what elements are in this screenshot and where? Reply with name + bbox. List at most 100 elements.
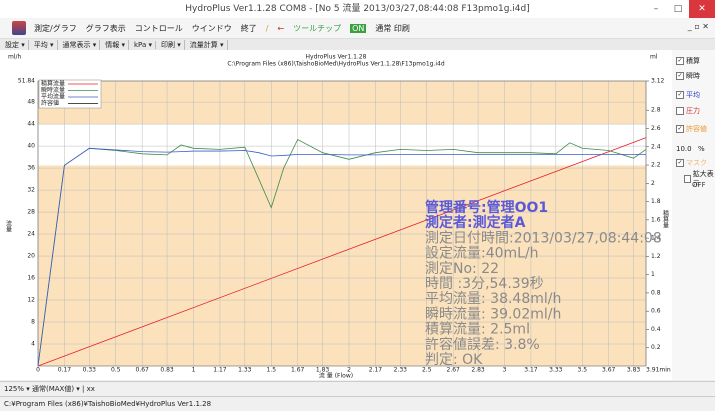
series-line bbox=[37, 138, 647, 367]
menu-bar: 測定/グラフ グラフ表示 コントロール ウインドウ 終了 / ← ツールチップ ON 通常 印刷 bbox=[0, 18, 715, 39]
side-label: 拡大表示 bbox=[692, 170, 714, 188]
y2-tick-label: 1.4 bbox=[651, 235, 661, 242]
close[interactable]: ✕ bbox=[689, 0, 715, 18]
checkbox[interactable] bbox=[676, 107, 684, 115]
y-unit: ml/h bbox=[8, 54, 22, 61]
x-tick-label: 0.5 bbox=[111, 367, 121, 374]
side-item: 10.0 bbox=[676, 145, 692, 153]
status-extra: xx bbox=[86, 385, 95, 393]
legend-label: 許容値 bbox=[41, 99, 59, 107]
x-tick-label: 2.67 bbox=[447, 367, 461, 374]
side-item[interactable]: 拡大表示 bbox=[684, 169, 715, 189]
chart: HydroPlus Ver1.1.28C:\Program Files (x86… bbox=[0, 50, 672, 380]
chart-title: HydroPlus Ver1.1.28 bbox=[306, 54, 367, 61]
side-item[interactable]: ✓ マスク bbox=[676, 158, 707, 168]
menu-item[interactable]: 測定/グラフ bbox=[34, 23, 77, 33]
y-tick-label: 8 bbox=[31, 319, 35, 326]
menu-item[interactable]: 終了 bbox=[240, 23, 257, 33]
chart-subtitle: C:\Program Files (x86)\TaishoBioMed\Hydr… bbox=[227, 61, 445, 68]
x-tick-label: 3 bbox=[503, 367, 507, 374]
mode[interactable]: 通常(MAX値) bbox=[31, 385, 75, 393]
side-label: 積算 bbox=[686, 57, 700, 65]
menu-item[interactable]: ← bbox=[277, 23, 285, 33]
x-tick-label: 3.67 bbox=[602, 367, 616, 374]
minimize[interactable]: – bbox=[653, 4, 659, 14]
x-tick-label: 2.5 bbox=[422, 367, 432, 374]
toolbar-button[interactable]: 設定 bbox=[5, 39, 29, 50]
x-tick-label: 3.17 bbox=[524, 367, 538, 374]
toolbar-button[interactable]: 平均 bbox=[34, 39, 58, 50]
y2-tick-label: 0.4 bbox=[651, 326, 661, 333]
checkbox[interactable]: ✓ bbox=[676, 91, 684, 99]
x-tick-label: 0.17 bbox=[58, 367, 72, 374]
zoom[interactable]: 125% bbox=[4, 385, 25, 393]
y2-tick-label: 1.6 bbox=[651, 216, 661, 223]
y-tick-label: 32 bbox=[27, 187, 35, 194]
title-bar: HydroPlus Ver1.1.28 COM8 - [No 5 流量 2013… bbox=[0, 0, 715, 18]
annotation: 許容値誤差: 3.8% bbox=[425, 336, 540, 353]
y2-tick-label: 3.12 bbox=[651, 78, 665, 85]
side-label: 瞬時 bbox=[686, 72, 700, 80]
side-item[interactable]: ✓ 平均 bbox=[676, 90, 700, 100]
menu-item[interactable]: 通常 印刷 bbox=[375, 23, 410, 33]
menu-item[interactable]: ツールチップ bbox=[293, 23, 342, 33]
side-label: % bbox=[698, 145, 705, 153]
y-tick-label: 12 bbox=[27, 297, 35, 304]
toolbar-button[interactable]: kPa bbox=[134, 40, 156, 49]
x-tick-label: 0 bbox=[36, 367, 40, 374]
checkbox[interactable]: ✓ bbox=[676, 57, 684, 65]
menu-item[interactable]: コントロール bbox=[134, 23, 183, 33]
y2-tick-label: 1.2 bbox=[651, 253, 661, 260]
side-item[interactable]: ✓ 許容値 bbox=[676, 124, 707, 134]
checkbox[interactable]: ✓ bbox=[676, 72, 684, 80]
path: C:¥Program Files (x86)¥TaishoBioMed¥Hydr… bbox=[4, 400, 212, 408]
y-tick-label: 36 bbox=[27, 165, 35, 172]
mdi-controls[interactable]: _ ▫ ✕ bbox=[687, 22, 709, 31]
maximize[interactable]: □ bbox=[673, 4, 683, 14]
x-tick-label: 0.33 bbox=[83, 367, 97, 374]
checkbox[interactable] bbox=[684, 175, 691, 183]
toolbar-button[interactable]: 流量計算 bbox=[190, 39, 228, 50]
x-tick-label: 2.33 bbox=[394, 367, 408, 374]
y2-tick-label: 0.2 bbox=[651, 344, 661, 351]
x-tick-label: 2 bbox=[347, 367, 351, 374]
x-tick-label: 1 bbox=[192, 367, 196, 374]
toolbar-button[interactable]: 情報 bbox=[105, 39, 129, 50]
side-item[interactable]: ✓ 積算 bbox=[676, 56, 700, 66]
y2-tick-label: 2.8 bbox=[651, 107, 661, 114]
annotation: 時間 :3分,54.39秒 bbox=[425, 276, 544, 292]
checkbox[interactable]: ✓ bbox=[676, 159, 684, 167]
x-tick-label: 2.17 bbox=[369, 367, 383, 374]
annotation: 平均流量: 38.48ml/h bbox=[425, 291, 561, 307]
side-label: マスク bbox=[686, 159, 707, 167]
checkbox[interactable]: ✓ bbox=[676, 125, 684, 133]
menu-item[interactable]: グラフ表示 bbox=[85, 23, 126, 33]
menu-item[interactable]: ON bbox=[350, 23, 367, 33]
toolbar: 設定平均通常表示情報 kPa 印刷流量計算 bbox=[0, 39, 715, 50]
side-item: % bbox=[698, 145, 705, 153]
side-item[interactable]: ✓ 瞬時 bbox=[676, 71, 700, 81]
path-bar: C:¥Program Files (x86)¥TaishoBioMed¥Hydr… bbox=[0, 396, 715, 411]
y-tick-label: 40 bbox=[27, 143, 35, 150]
y-tick-label: 51.84 bbox=[18, 78, 35, 85]
y-tick-label: 4 bbox=[31, 341, 35, 348]
y2-tick-label: 1 bbox=[651, 271, 655, 278]
y-tick-label: 16 bbox=[27, 275, 35, 282]
y-tick-label: 44 bbox=[27, 121, 35, 128]
annotation: 判定: OK bbox=[425, 352, 483, 368]
y-axis-label: 流量 bbox=[5, 219, 12, 233]
menu-item[interactable]: ウインドウ bbox=[191, 23, 232, 33]
toolbar-button[interactable]: 印刷 bbox=[161, 39, 185, 50]
tolerance-band bbox=[38, 124, 646, 166]
legend-label: 瞬時流量 bbox=[41, 86, 65, 94]
x-tick-label: 3.5 bbox=[577, 367, 587, 374]
toolbar-button[interactable]: 通常表示 bbox=[63, 39, 101, 50]
x-tick-label: 0.83 bbox=[160, 367, 174, 374]
menu-item[interactable]: / bbox=[265, 23, 269, 33]
side-label: 圧力 bbox=[686, 107, 700, 115]
x-tick-label: 3.91min bbox=[646, 367, 671, 374]
window-buttons: – □ ✕ bbox=[645, 0, 715, 18]
side-label: OFF bbox=[692, 181, 706, 189]
side-item[interactable]: 圧力 bbox=[676, 106, 700, 116]
